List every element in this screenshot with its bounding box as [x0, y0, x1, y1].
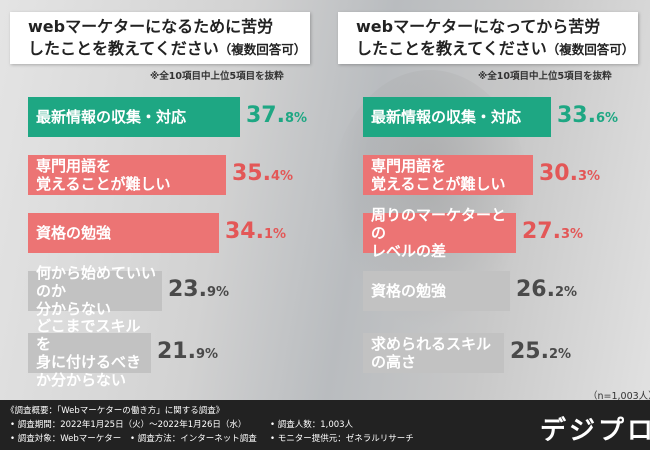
footer: 《調査概要：「Webマーケターの働き方」に関する調査》 • 調査期間：2022年… — [0, 400, 650, 450]
sample-size: （n=1,003人） — [588, 391, 650, 402]
left-bar-4: 何から始めていいのか 分からない — [28, 264, 162, 318]
right-title-line1: webマーケターになってから苦労 — [356, 17, 601, 36]
left-bar-3: 資格の勉強 — [28, 213, 219, 253]
left-bar-label-5: どこまでスキルを 身に付けるべきか分からない — [36, 317, 142, 389]
right-bar-label-3: 周りのマーケターとの レベルの差 — [371, 206, 507, 260]
right-value-label-3: 27.3% — [522, 219, 584, 244]
right-value-label-4: 26.2% — [516, 277, 578, 302]
survey-overview: 《調査概要：「Webマーケターの働き方」に関する調査》 — [6, 406, 225, 416]
right-value-label-5: 25.2% — [510, 339, 572, 364]
right-bar-label-4: 資格の勉強 — [371, 282, 447, 300]
right-bar-5: 求められるスキルの高さ — [363, 333, 504, 373]
brand-logo: デジプロ — [540, 416, 650, 446]
right-title-note: （複数回答可） — [546, 42, 635, 57]
left-title-line1: webマーケターになるために苦労 — [28, 17, 274, 36]
right-bar-label-1: 最新情報の収集・対応 — [371, 108, 522, 126]
left-bar-label-2: 専門用語を 覚えることが難しい — [36, 157, 171, 193]
right-bar-1: 最新情報の収集・対応 — [363, 97, 551, 137]
survey-respondents: • 調査人数：1,003人 — [270, 420, 354, 430]
left-bar-label-4: 何から始めていいのか 分からない — [36, 264, 157, 318]
left-bar-label-1: 最新情報の収集・対応 — [36, 108, 187, 126]
right-value-label-1: 33.6% — [557, 103, 619, 128]
left-value-label-1: 37.8% — [246, 103, 308, 128]
right-value-label-2: 30.3% — [539, 161, 601, 186]
left-chart-title: webマーケターになるために苦労 したことを教えてください（複数回答可） — [10, 12, 310, 64]
right-bar-3: 周りのマーケターとの レベルの差 — [363, 206, 516, 260]
right-chart-title: webマーケターになってから苦労 したことを教えてください（複数回答可） — [338, 12, 638, 64]
survey-method: • 調査方法：インターネット調査 — [130, 434, 257, 444]
left-title-note: （複数回答可） — [218, 42, 307, 57]
survey-target: • 調査対象：Webマーケター — [10, 434, 122, 444]
left-value-label-3: 34.1% — [225, 219, 287, 244]
left-value-label-2: 35.4% — [232, 161, 294, 186]
left-value-label-5: 21.9% — [157, 339, 219, 364]
survey-period: • 調査期間：2022年1月25日（火）〜2022年1月26日（水） — [10, 420, 247, 430]
right-bar-4: 資格の勉強 — [363, 271, 510, 311]
right-bar-2: 専門用語を 覚えることが難しい — [363, 155, 533, 195]
left-title-line2: したことを教えてください — [28, 39, 219, 58]
left-subnote: ※全10項目中上位5項目を抜粋 — [150, 71, 284, 82]
right-bar-label-2: 専門用語を 覚えることが難しい — [371, 157, 506, 193]
left-bar-label-3: 資格の勉強 — [36, 224, 112, 242]
survey-provider: • モニター提供元：ゼネラルリサーチ — [270, 434, 414, 444]
left-bar-1: 最新情報の収集・対応 — [28, 97, 240, 137]
right-bar-label-5: 求められるスキルの高さ — [371, 335, 492, 371]
left-bar-2: 専門用語を 覚えることが難しい — [28, 155, 226, 195]
right-subnote: ※全10項目中上位5項目を抜粋 — [478, 71, 612, 82]
left-value-label-4: 23.9% — [168, 277, 230, 302]
left-bar-5: どこまでスキルを 身に付けるべきか分からない — [28, 317, 151, 389]
right-title-line2: したことを教えてください — [356, 39, 547, 58]
